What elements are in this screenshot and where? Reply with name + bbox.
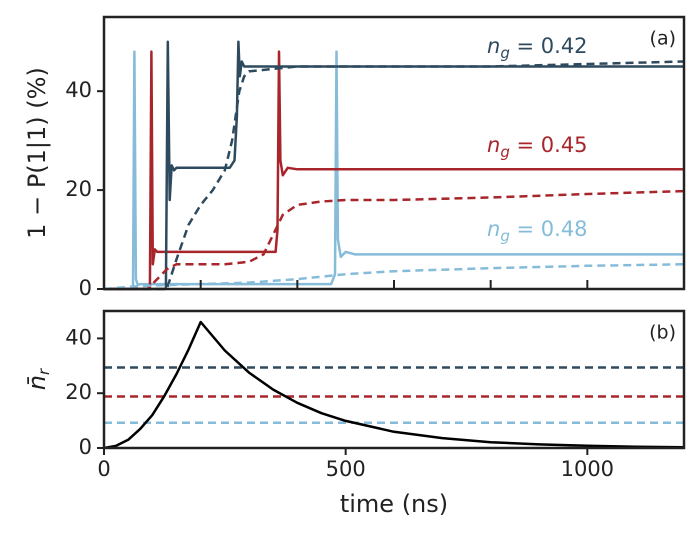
x-tick-label: 1000 [561, 457, 614, 481]
y-tick-label: 20 [65, 380, 92, 404]
panel: 0 20 40 (a) 1 − P(1|1) (%) ng = 0.42 ng = 0.45… [23, 15, 686, 300]
axes-frame [102, 15, 686, 291]
y-tick-label: 40 [65, 78, 92, 102]
y-axis-label: n̄r [23, 368, 53, 390]
annotation: ng = 0.48 [487, 217, 588, 245]
panel: 0 20 40 0 500 1000 (b) n̄r time (ns) [23, 309, 686, 518]
series-line [104, 189, 685, 291]
x-axis-label: time (ns) [340, 490, 448, 518]
y-axis-label: 1 − P(1|1) (%) [23, 67, 51, 239]
series-line [103, 263, 685, 291]
y-tick-label: 0 [79, 276, 92, 300]
series-line [103, 320, 685, 450]
axes-frame [102, 309, 686, 450]
x-tick-label: 500 [326, 457, 366, 481]
y-tick-label: 40 [65, 325, 92, 349]
series-line [104, 40, 684, 291]
series-line [104, 60, 685, 291]
annotation: ng = 0.42 [487, 34, 588, 62]
series-line [104, 50, 684, 291]
annotation: ng = 0.45 [487, 133, 588, 161]
y-tick-label: 20 [65, 177, 92, 201]
panel-label: (a) [650, 28, 676, 50]
y-tick-label: 0 [79, 435, 92, 459]
panel-label: (b) [649, 322, 676, 344]
series-line [104, 50, 684, 291]
x-tick-label: 0 [97, 457, 110, 481]
